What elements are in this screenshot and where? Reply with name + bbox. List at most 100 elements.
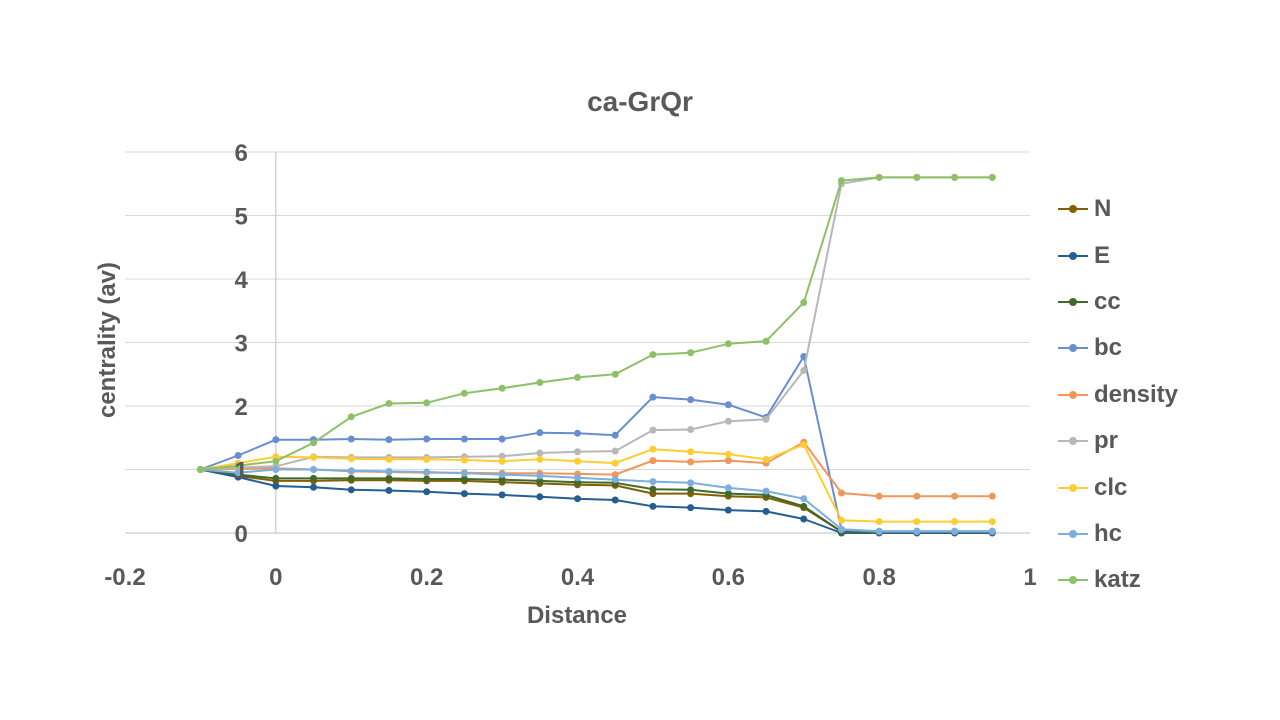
data-point: [875, 173, 883, 181]
data-point: [988, 173, 996, 181]
x-tick-label: 0.8: [862, 564, 895, 591]
data-point: [498, 384, 506, 392]
data-point: [347, 455, 355, 463]
data-point: [611, 471, 619, 479]
data-point: [536, 493, 544, 501]
y-tick-label: 6: [234, 140, 247, 167]
data-point: [423, 455, 431, 463]
y-tick-label: 5: [234, 204, 247, 231]
legend-swatch: [1058, 341, 1088, 355]
data-point: [574, 429, 581, 437]
data-point: [951, 527, 959, 535]
data-point: [272, 436, 280, 444]
legend-label: cc: [1094, 287, 1121, 315]
data-point: [498, 471, 506, 479]
data-point: [536, 455, 544, 463]
data-point: [762, 455, 770, 463]
data-point: [385, 436, 393, 444]
series-line: [200, 176, 993, 471]
data-point: [837, 525, 845, 533]
data-point: [460, 456, 468, 464]
data-point: [611, 447, 619, 455]
data-point: [800, 502, 808, 510]
series-clc: [196, 441, 996, 526]
data-point: [272, 474, 280, 482]
x-tick-label: -0.2: [104, 564, 145, 591]
data-point: [310, 474, 318, 482]
legend-item-pr: pr: [1058, 418, 1218, 464]
legend-swatch: [1058, 481, 1088, 495]
x-tick-label: 0: [269, 564, 282, 591]
data-point: [875, 518, 883, 526]
legend-swatch: [1058, 527, 1088, 541]
data-point: [800, 441, 808, 449]
data-point: [574, 373, 581, 381]
data-point: [762, 507, 770, 515]
data-point: [498, 452, 506, 460]
data-point: [649, 485, 657, 493]
data-point: [460, 435, 468, 443]
data-point: [498, 476, 506, 484]
data-point: [762, 337, 770, 345]
series-cc: [196, 466, 996, 536]
legend-label: katz: [1094, 566, 1141, 594]
data-point: [913, 518, 921, 526]
data-point: [272, 466, 280, 473]
data-point: [649, 351, 657, 359]
data-point: [649, 457, 657, 465]
data-point: [574, 474, 581, 482]
data-point: [574, 448, 581, 456]
x-tick-label: 0.2: [410, 564, 443, 591]
data-point: [423, 488, 431, 496]
data-point: [687, 479, 695, 487]
data-point: [649, 478, 657, 486]
data-point: [536, 429, 544, 437]
legend-swatch: [1058, 202, 1088, 216]
y-tick-label: 3: [234, 331, 247, 358]
data-point: [611, 459, 619, 467]
series-N: [196, 466, 996, 536]
data-point: [724, 484, 732, 492]
data-point: [837, 177, 845, 185]
x-tick-label: 0.4: [561, 564, 595, 591]
data-point: [536, 477, 544, 485]
data-point: [460, 389, 468, 397]
series-line: [200, 355, 993, 533]
data-point: [423, 435, 431, 443]
y-tick-label: 4: [234, 267, 248, 294]
y-tick-label: 1: [234, 458, 247, 485]
data-point: [800, 495, 808, 503]
data-point: [347, 413, 355, 421]
x-tick-label: 0.6: [712, 564, 745, 591]
data-point: [724, 450, 732, 458]
data-point: [800, 366, 808, 374]
data-point: [423, 399, 431, 407]
data-point: [913, 173, 921, 181]
y-axis-label: centrality (av): [94, 261, 121, 419]
data-point: [385, 399, 393, 407]
legend-item-bc: bc: [1058, 325, 1218, 371]
data-point: [649, 502, 657, 510]
data-point: [951, 173, 959, 181]
series-katz: [196, 173, 996, 473]
legend-label: N: [1094, 195, 1112, 223]
data-point: [272, 457, 280, 465]
data-point: [385, 455, 393, 463]
data-point: [951, 518, 959, 526]
data-point: [347, 467, 355, 475]
data-point: [310, 439, 318, 447]
tick-labels: 0 1 2 3 4 5 6 -0.2 0 0.2 0.4 0.6 0.8 1: [104, 140, 1036, 591]
data-point: [536, 449, 544, 457]
data-point: [347, 474, 355, 482]
legend-item-E: E: [1058, 232, 1218, 278]
series-line: [200, 176, 993, 471]
data-point: [574, 457, 581, 465]
legend-label: pr: [1094, 427, 1118, 455]
y-tick-label: 0: [234, 521, 247, 548]
legend-item-katz: katz: [1058, 557, 1218, 603]
data-point: [385, 467, 393, 475]
data-point: [234, 462, 242, 470]
data-point: [951, 492, 959, 500]
y-tick-label: 2: [234, 394, 247, 421]
